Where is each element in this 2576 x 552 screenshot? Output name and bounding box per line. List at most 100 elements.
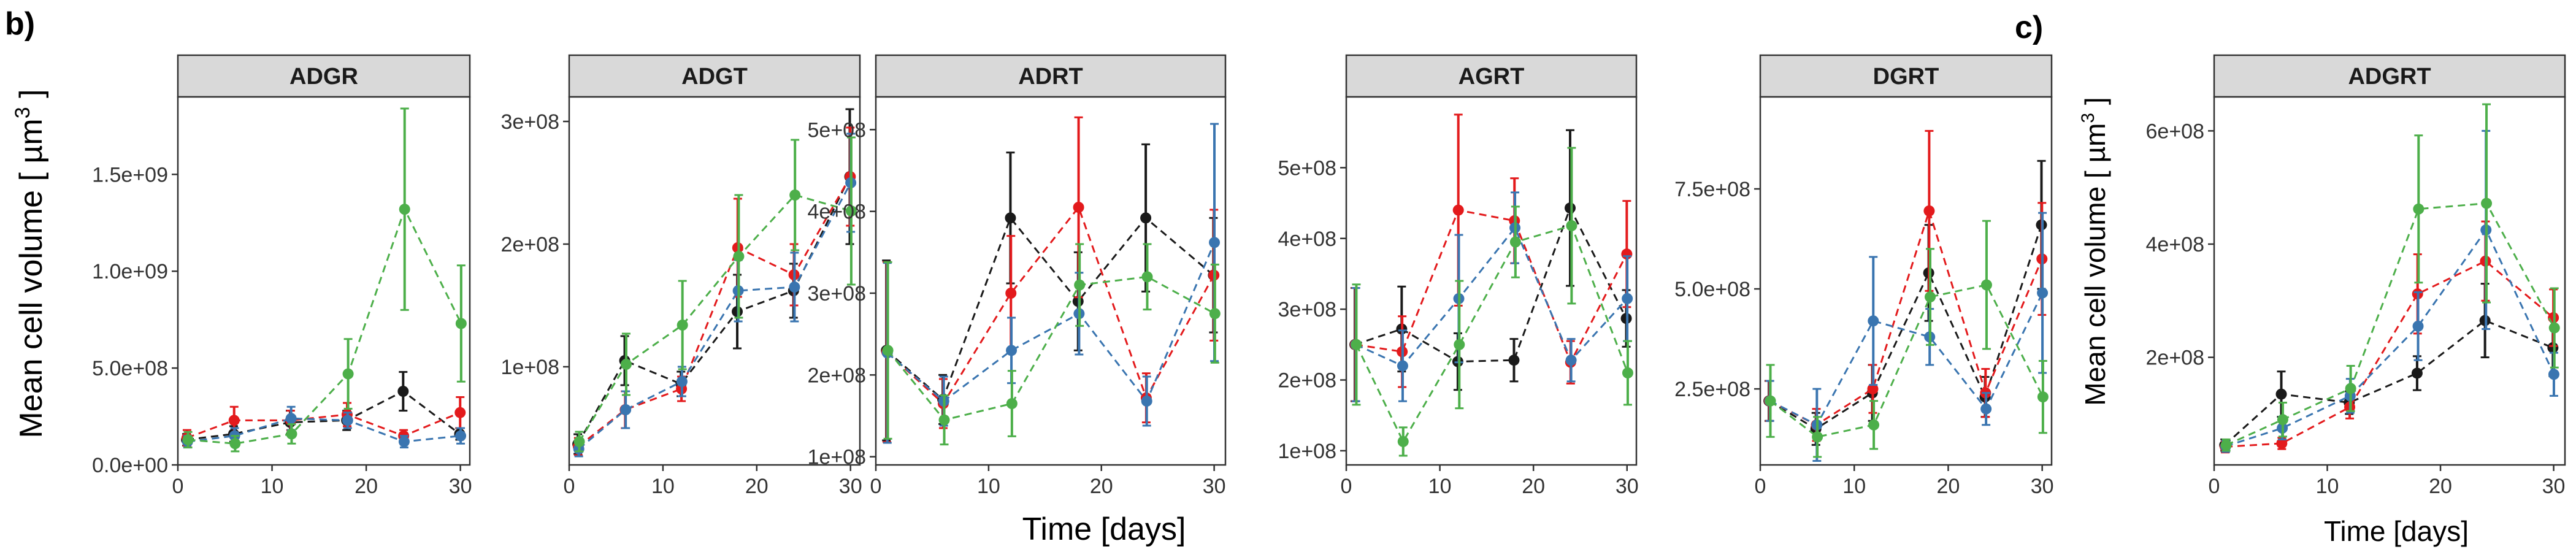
series-line-green <box>887 275 1216 421</box>
facet-strip <box>177 54 471 98</box>
data-point-green <box>2220 439 2232 451</box>
x-tick-label: 10 <box>977 475 1000 498</box>
facet-strip-label: ADGR <box>289 64 358 90</box>
y-tick-label: 4e+08 <box>808 201 867 224</box>
series-line-green <box>578 194 852 442</box>
y-tick-label: 4e+08 <box>1278 228 1337 251</box>
plot-frame <box>1345 96 1638 466</box>
data-point-green <box>1074 279 1086 291</box>
x-tick-label: 20 <box>1090 475 1113 498</box>
x-tick-label: 30 <box>1203 475 1226 498</box>
y-tick-label: 5e+08 <box>808 118 867 142</box>
series-line-red <box>2225 259 2555 448</box>
data-point-green <box>1209 308 1221 320</box>
x-tick-label: 10 <box>651 475 675 498</box>
plot-frame <box>875 96 1227 466</box>
y-tick-label: 3e+08 <box>808 282 867 305</box>
facet-adgr: ADGR 0.0e+00 5.0e+08 1.0e+09 1.5e+09 0 10 20 30 <box>92 54 472 498</box>
y-tick-label: 7.5e+08 <box>1674 178 1750 201</box>
y-tick-label: 1e+08 <box>808 446 867 469</box>
data-point-blue <box>1622 293 1633 304</box>
data-point-green <box>1622 367 1633 378</box>
panel-c-y-axis-title-main: Mean cell volume [ µm <box>2079 123 2111 406</box>
series-line-green <box>188 207 462 445</box>
panel-c-x-axis-title: Time [days] <box>2324 515 2469 547</box>
series-line-black <box>1768 224 2042 431</box>
y-tick-label: 2.5e+08 <box>1674 378 1750 401</box>
panel-b-y-axis-title-end: ] <box>13 89 49 107</box>
y-tick-label: 5.0e+08 <box>92 357 168 380</box>
facet-strip-label: ADRT <box>1018 64 1083 90</box>
data-point-blue <box>2412 320 2424 332</box>
y-tick-label: 1.5e+09 <box>92 163 168 186</box>
data-point-green <box>229 438 241 450</box>
panel-b-y-axis-title: Mean cell volume [ µm3 ] <box>11 89 49 438</box>
series-line-green <box>2226 202 2556 447</box>
series-line-black <box>2224 319 2553 446</box>
data-point-green <box>1868 419 1880 431</box>
data-point-green <box>2413 203 2425 215</box>
data-point-green <box>789 190 801 201</box>
series-line-blue <box>2225 228 2555 447</box>
data-point-green <box>733 251 745 262</box>
x-tick-label: 0 <box>1755 475 1766 498</box>
series-line-blue <box>187 417 461 443</box>
data-point-green <box>1509 236 1521 248</box>
panel-c-y-axis-title: Mean cell volume [ µm3 ] <box>2078 97 2111 405</box>
panel-b-y-axis-title-sup: 3 <box>11 107 34 118</box>
x-tick-label: 30 <box>2031 475 2054 498</box>
data-point-red <box>1005 288 1017 299</box>
x-tick-label: 20 <box>1522 475 1545 498</box>
data-point-red <box>454 407 466 418</box>
x-tick-label: 0 <box>1341 475 1352 498</box>
x-tick-label: 20 <box>745 475 769 498</box>
facet-agrt: AGRT 1e+08 2e+08 3e+08 4e+08 5e+08 0 10 20 30 <box>1278 54 1639 498</box>
panel-b-x-axis-title: Time [days] <box>1022 512 1186 547</box>
data-point-blue <box>1209 237 1221 248</box>
facet-adgt: ADGT 1e+08 2e+08 3e+08 0 10 20 30 <box>501 54 862 498</box>
panel-c-y-axis-title-end: ] <box>2079 97 2111 113</box>
data-point-black <box>397 386 409 397</box>
data-point-green <box>1454 339 1465 350</box>
data-point-green <box>2037 391 2049 403</box>
series-line-blue <box>1769 292 2044 426</box>
data-point-red <box>1867 383 1879 395</box>
y-tick-label: 3e+08 <box>501 110 560 134</box>
data-point-blue <box>398 436 410 448</box>
plot-frame <box>2213 96 2566 466</box>
data-point-red <box>1073 202 1084 213</box>
x-tick-label: 10 <box>2316 475 2339 498</box>
data-point-green <box>2548 322 2560 334</box>
data-point-green <box>1351 339 1362 350</box>
series-line-blue <box>578 182 852 450</box>
x-tick-label: 20 <box>355 475 378 498</box>
data-point-blue <box>1006 345 1018 356</box>
facet-strip-label: AGRT <box>1459 64 1525 90</box>
plot-frame <box>568 96 861 466</box>
data-point-green <box>845 205 857 217</box>
data-point-blue <box>1397 360 1408 372</box>
facet-adrt: ADRT 1e+08 2e+08 3e+08 4e+08 5e+08 0 10 20 30 <box>808 54 1227 498</box>
data-point-black <box>2411 367 2423 379</box>
y-tick-label: 1.0e+09 <box>92 260 168 283</box>
data-point-green <box>882 345 894 356</box>
x-tick-label: 10 <box>261 475 284 498</box>
y-tick-label: 0.0e+00 <box>92 454 168 477</box>
y-tick-label: 1e+08 <box>1278 440 1337 463</box>
facet-strip-label: DGRT <box>1873 64 1939 90</box>
plot-frame <box>177 96 471 466</box>
facet-adgrt: ADGRT 2e+08 4e+08 6e+08 0 10 20 30 <box>2146 54 2566 498</box>
data-point-green <box>677 320 688 331</box>
data-point-red <box>1452 204 1464 216</box>
x-tick-label: 0 <box>870 475 882 498</box>
series-line-black <box>577 176 851 445</box>
x-tick-label: 20 <box>1937 475 1960 498</box>
data-point-green <box>182 434 194 445</box>
data-point-green <box>2345 383 2356 394</box>
data-point-green <box>573 436 585 447</box>
x-tick-label: 20 <box>2429 475 2452 498</box>
data-point-green <box>1765 395 1776 407</box>
x-tick-label: 30 <box>2542 475 2566 498</box>
series-line-blue <box>886 242 1216 403</box>
